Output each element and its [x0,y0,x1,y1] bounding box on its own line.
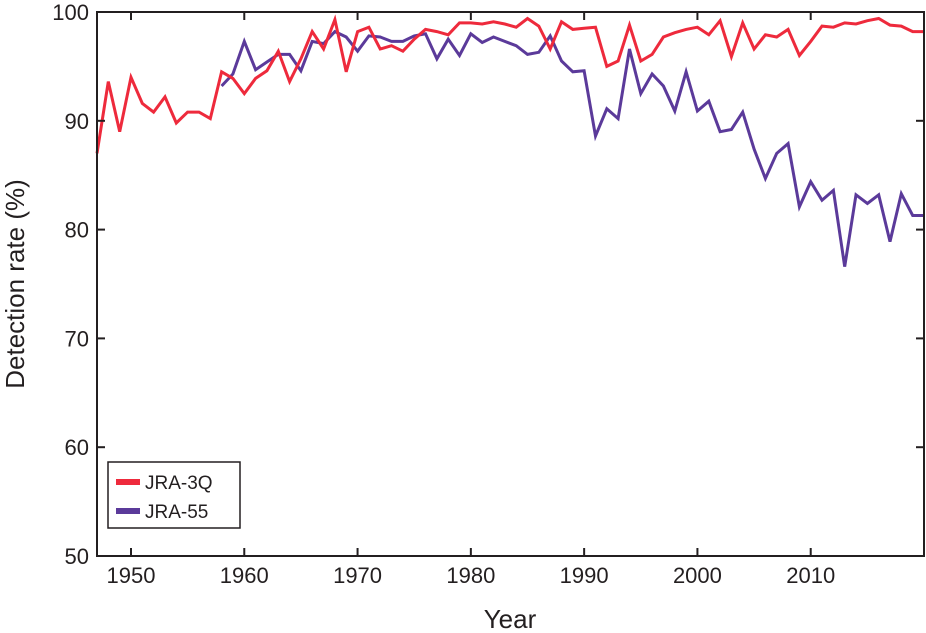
x-tick-label: 1970 [333,563,382,588]
x-tick-label: 2000 [673,563,722,588]
tick-layer: 1950 1960 1970 1980 1990 2000 2010 50 60 70 80 90 10… [52,0,924,588]
legend-label-jra-3q: JRA-3Q [145,473,213,494]
y-tick-label: 60 [65,435,89,460]
x-tick-label: 1950 [107,563,156,588]
legend-label-jra-55: JRA-55 [145,502,208,523]
x-tick-label: 1980 [446,563,495,588]
y-axis-title: Detection rate (%) [0,179,30,389]
x-axis-title: Year [484,604,537,633]
y-tick-label: 90 [65,109,89,134]
series-layer [95,14,925,267]
x-tick-label: 1960 [220,563,269,588]
y-tick-label: 80 [65,218,89,243]
legend-box [107,461,241,529]
y-tick-label: 50 [65,544,89,569]
legend: JRA-3Q JRA-55 [107,461,241,529]
x-tick-label: 1990 [560,563,609,588]
series-line-jra-3q [95,14,924,154]
plot-frame [96,11,925,557]
series-line-jra-55 [220,29,924,267]
y-tick-label: 70 [65,326,89,351]
y-tick-label: 100 [52,0,89,25]
x-tick-label: 2010 [786,563,835,588]
